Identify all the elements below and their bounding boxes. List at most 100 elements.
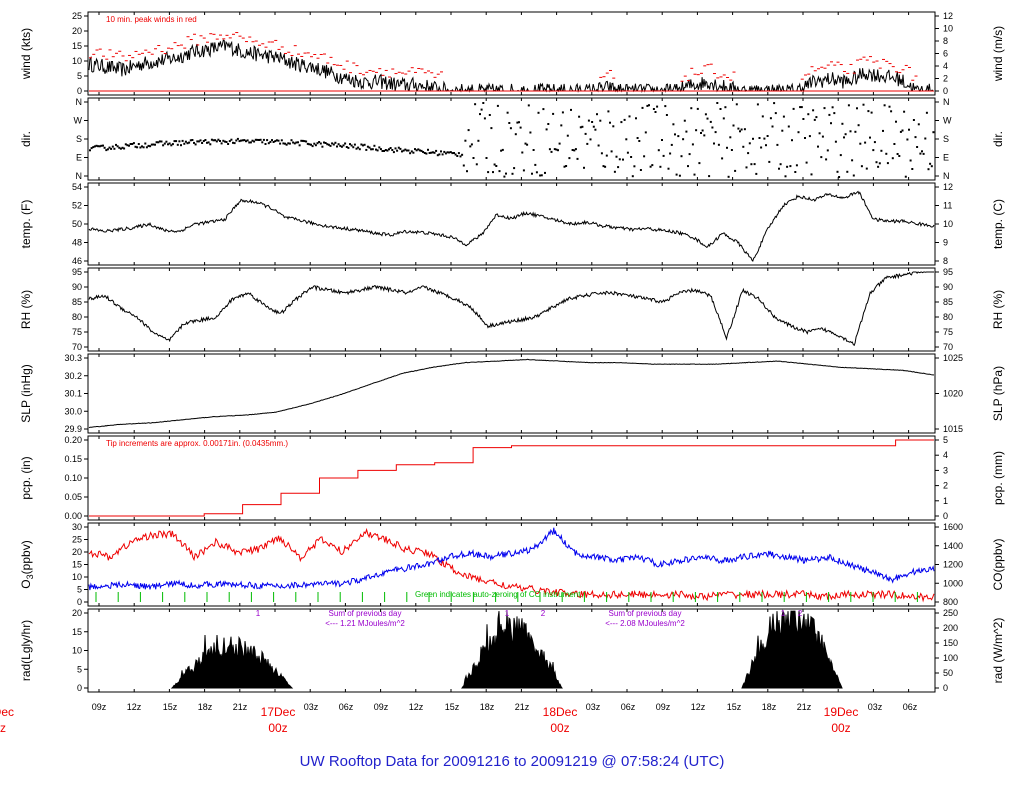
dir-point: [410, 150, 413, 153]
dir-point: [397, 146, 400, 149]
right-tick-label: 1200: [943, 560, 963, 570]
dir-point: [927, 168, 930, 171]
chart-title: UW Rooftop Data for 20091216 to 20091219…: [300, 753, 725, 770]
dir-point: [119, 147, 122, 150]
date-hour-label: 00z: [550, 721, 569, 735]
dir-point: [498, 170, 501, 173]
dir-point: [797, 131, 800, 134]
dir-point: [839, 154, 842, 157]
dir-point: [805, 161, 808, 164]
left-tick-label: 48: [72, 238, 82, 248]
dir-point: [321, 145, 324, 148]
right-axis-title: RH (%): [991, 290, 1005, 329]
temp-plot: [88, 190, 935, 262]
dir-point: [184, 140, 187, 143]
dir-point: [236, 137, 239, 140]
dir-point: [812, 109, 815, 112]
dir-point: [789, 165, 792, 168]
dir-point: [144, 142, 147, 145]
dir-point: [691, 143, 694, 146]
dir-point: [706, 117, 709, 120]
dir-point: [207, 141, 210, 144]
right-tick-label: 95: [943, 267, 953, 277]
left-tick-label: 0.05: [64, 492, 82, 502]
dir-point: [932, 131, 935, 134]
dir-point: [888, 105, 891, 108]
dir-point: [310, 143, 312, 146]
right-tick-label: 1015: [943, 424, 963, 434]
right-tick-label: 1000: [943, 578, 963, 588]
hour-label: 12z: [409, 702, 424, 712]
left-tick-label: 20: [72, 547, 82, 557]
hour-label: 18z: [198, 702, 213, 712]
dir-point: [857, 124, 860, 127]
left-tick-label: 90: [72, 282, 82, 292]
dir-point: [427, 148, 429, 151]
dir-point: [414, 148, 416, 151]
dir-point: [118, 146, 121, 149]
dir-point: [293, 142, 296, 145]
pcp-plot: Tip increments are approx. 0.00171in. (0…: [89, 439, 934, 517]
right-tick-label: S: [943, 134, 949, 144]
dir-point: [358, 148, 361, 151]
dir-point: [105, 149, 108, 152]
panel-frame: [87, 353, 936, 434]
left-tick-label: 5: [77, 585, 82, 595]
dir-point: [607, 110, 610, 113]
dir-point: [284, 142, 286, 145]
left-axis-title: SLP (inHg): [19, 364, 33, 422]
dir-point: [142, 146, 145, 149]
dir-point: [306, 142, 309, 145]
dir-point: [111, 145, 114, 148]
dir-point: [355, 147, 358, 150]
dir-point: [376, 149, 379, 152]
dir-point: [571, 149, 574, 151]
dir-point: [909, 159, 912, 162]
dir-point: [688, 153, 691, 156]
left-tick-label: 0: [77, 683, 82, 693]
dir-point: [180, 144, 182, 147]
dir-point: [511, 172, 514, 175]
right-tick-label: N: [943, 97, 950, 107]
dir-point: [817, 145, 819, 148]
dir-point: [95, 144, 98, 147]
dir-point: [830, 122, 832, 125]
dir-point: [89, 149, 91, 152]
dir-point: [698, 162, 701, 165]
dir-point: [238, 140, 241, 143]
dir-point: [656, 105, 659, 108]
dir-point: [898, 155, 901, 157]
dir-point: [188, 141, 191, 144]
dir-point: [147, 144, 150, 147]
dir-point: [228, 140, 231, 143]
dir-point: [704, 113, 707, 116]
dir-point: [659, 165, 662, 168]
left-tick-label: 50: [72, 219, 82, 229]
dir-point: [651, 164, 654, 167]
panel-rh: 95 90 85 80 75 70 95 90 85 80 75 70 RH (%) RH (%): [19, 267, 1005, 352]
dir-point: [599, 119, 602, 122]
daily-sum-note: <--- 1.21 MJoules/m^2: [325, 619, 405, 628]
dir-point: [753, 163, 756, 166]
dir-point: [443, 150, 446, 153]
dir-point: [544, 171, 546, 174]
left-tick-label: N: [76, 171, 83, 181]
dir-point: [755, 172, 758, 175]
dir-point: [371, 148, 374, 151]
dir-point: [280, 139, 283, 142]
dir-point: [748, 142, 751, 145]
dir-point: [526, 143, 529, 146]
dir-point: [625, 138, 628, 141]
dir-point: [849, 130, 852, 133]
daily-sum-note: Sum of previous day: [329, 609, 402, 618]
left-tick-label: W: [74, 116, 83, 126]
dir-point: [847, 104, 850, 107]
dir-point: [587, 119, 590, 122]
dir-point: [168, 142, 171, 145]
left-tick-label: 75: [72, 327, 82, 337]
dir-point: [846, 170, 849, 173]
dir-point: [417, 148, 420, 151]
hour-label: 09z: [656, 702, 671, 712]
date-hour-label: 00z: [831, 721, 850, 735]
dir-point: [176, 143, 179, 146]
